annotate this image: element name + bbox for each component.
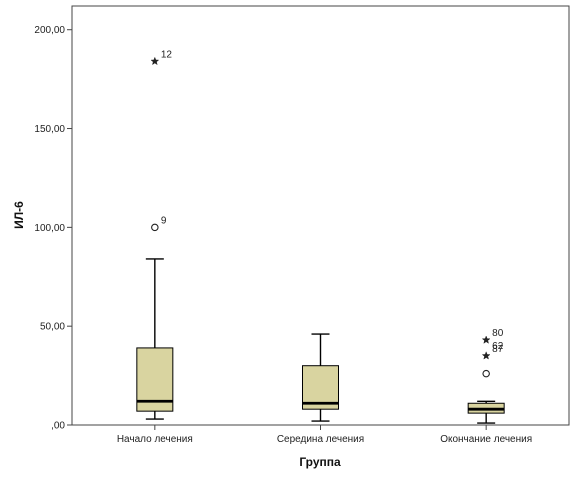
y-tick-label: 50,00 <box>40 322 65 333</box>
outlier-star <box>481 351 491 360</box>
outlier-circle <box>482 369 490 378</box>
outlier-circle <box>151 223 159 232</box>
y-axis: ,00 50,00 100,00 150,00 200,00 <box>34 25 72 432</box>
box-1: 9 12 <box>136 49 174 420</box>
y-tick-label: 100,00 <box>34 223 65 234</box>
y-tick-label: 200,00 <box>34 25 65 36</box>
y-tick-label: ,00 <box>51 421 65 432</box>
x-category-label: Начало лечения <box>117 434 193 445</box>
y-tick-label: 150,00 <box>34 124 65 135</box>
x-category-label: Середина лечения <box>277 434 364 445</box>
outlier-case-label: 87 <box>492 344 504 355</box>
outlier-star <box>481 335 491 344</box>
x-axis-title: Группа <box>299 455 341 469</box>
outlier-case-label: 80 <box>492 328 504 339</box>
x-category-label: Окончание лечения <box>440 434 532 445</box>
y-axis-title: ИЛ-6 <box>12 201 26 229</box>
outlier-star <box>150 56 160 66</box>
outlier-case-label: 9 <box>161 215 167 226</box>
box-2 <box>302 333 339 422</box>
outlier-case-label: 62 <box>492 341 504 352</box>
outlier-case-label: 12 <box>161 49 173 60</box>
x-axis: Начало лечения Середина лечения Окончание … <box>117 425 532 445</box>
